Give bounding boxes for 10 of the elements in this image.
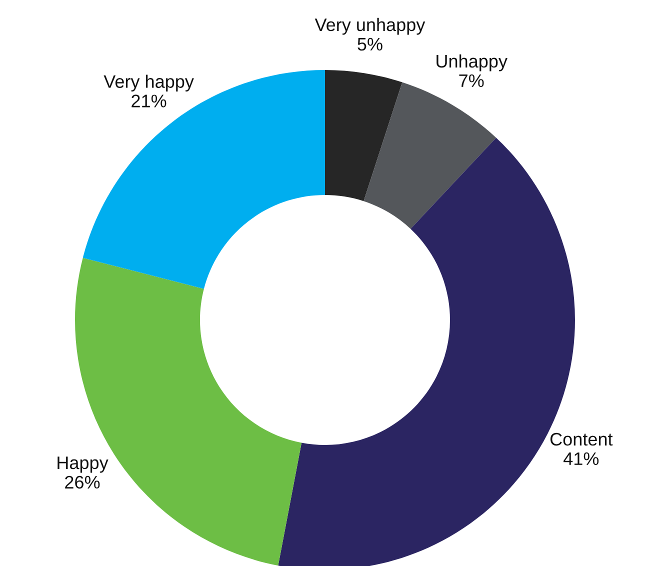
data-label: 7% (459, 74, 484, 88)
data-label: 21% (132, 94, 166, 108)
slice-label: Content (550, 432, 613, 446)
slice-label: Very unhappy (314, 18, 426, 35)
slice-label: Unhappy (436, 54, 508, 72)
data-label: 26% (65, 476, 100, 489)
data-label: 41% (564, 452, 599, 466)
data-label: 5% (358, 38, 382, 51)
slice-label: Happy (58, 456, 108, 473)
slice-label: Very happy (104, 74, 194, 92)
